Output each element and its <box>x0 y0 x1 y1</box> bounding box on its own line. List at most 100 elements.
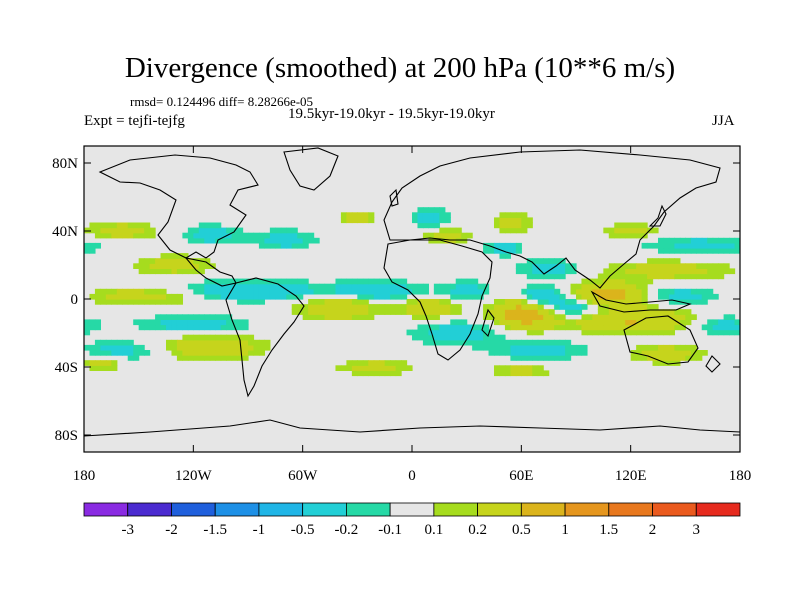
heatmap-cell <box>526 365 533 371</box>
heatmap-cell <box>149 268 156 275</box>
heatmap-cell <box>472 283 479 290</box>
heatmap-cell <box>515 242 522 249</box>
heatmap-cell <box>477 324 484 331</box>
heatmap-cell <box>521 304 528 310</box>
heatmap-cell <box>515 248 522 254</box>
heatmap-cell <box>658 309 665 315</box>
heatmap-cell <box>204 278 211 285</box>
heatmap-cell <box>576 293 583 300</box>
heatmap-cell <box>269 232 276 239</box>
heatmap-cell <box>515 314 522 320</box>
heatmap-cell <box>690 314 697 320</box>
heatmap-cell <box>384 283 391 290</box>
heatmap-cell <box>160 263 167 269</box>
heatmap-cell <box>286 293 293 300</box>
heatmap-cell <box>554 268 561 275</box>
heatmap-cell <box>324 309 331 315</box>
colorbar-label: -1.5 <box>203 522 227 538</box>
heatmap-cell <box>209 293 216 300</box>
heatmap-cell <box>302 242 309 249</box>
heatmap-cell <box>253 339 260 346</box>
heatmap-cell <box>209 222 216 229</box>
heatmap-cell <box>521 212 528 218</box>
heatmap-cell <box>581 329 588 336</box>
heatmap-cell <box>674 263 681 269</box>
heatmap-cell <box>395 365 402 371</box>
heatmap-cell <box>231 344 238 351</box>
heatmap-cell <box>663 350 670 356</box>
heatmap-cell <box>592 293 599 300</box>
heatmap-cell <box>264 339 271 346</box>
heatmap-cell <box>701 237 708 244</box>
heatmap-cell <box>543 309 550 315</box>
heatmap-cell <box>94 232 101 239</box>
heatmap-cell <box>302 304 309 310</box>
heatmap-cell <box>433 304 440 310</box>
heatmap-cell <box>149 319 156 326</box>
heatmap-cell <box>537 319 544 326</box>
heatmap-cell <box>455 339 462 346</box>
heatmap-cell <box>586 293 593 300</box>
heatmap-cell <box>515 365 522 371</box>
heatmap-cell <box>127 299 134 305</box>
heatmap-cell <box>477 339 484 346</box>
heatmap-cell <box>614 227 621 234</box>
coastline-north-america <box>98 154 259 259</box>
heatmap-cell <box>603 278 610 285</box>
heatmap-cell <box>171 293 178 300</box>
y-tick-label: 80N <box>52 156 78 172</box>
heatmap-cell <box>630 329 637 336</box>
heatmap-cell <box>422 304 429 310</box>
heatmap-cell <box>526 273 533 280</box>
heatmap-cell <box>155 293 162 300</box>
heatmap-cell <box>515 227 522 234</box>
heatmap-cell <box>603 268 610 275</box>
heatmap-cell <box>729 268 736 275</box>
heatmap-cell <box>133 319 140 326</box>
heatmap-cell <box>433 212 440 218</box>
heatmap-cell <box>105 339 112 346</box>
heatmap-cell <box>554 273 561 280</box>
heatmap-cell <box>166 293 173 300</box>
heatmap-cell <box>291 309 298 315</box>
heatmap-cell <box>483 334 490 341</box>
heatmap-cell <box>499 334 506 341</box>
heatmap-cell <box>548 263 555 269</box>
heatmap-cell <box>455 227 462 234</box>
heatmap-cell <box>608 314 615 320</box>
colorbar-swatch <box>652 502 697 517</box>
heatmap-cell <box>193 237 200 244</box>
heatmap-cell <box>455 309 462 315</box>
heatmap-cell <box>658 237 665 244</box>
heatmap-cell <box>379 283 386 290</box>
y-tick-label: 80S <box>55 428 78 444</box>
heatmap-cell <box>94 339 101 346</box>
heatmap-cell <box>614 283 621 290</box>
heatmap-cell <box>111 365 118 371</box>
heatmap-cell <box>488 344 495 351</box>
heatmap-cell <box>351 365 358 371</box>
heatmap-cell <box>625 227 632 234</box>
heatmap-cell <box>373 370 380 377</box>
heatmap-cell <box>586 329 593 336</box>
heatmap-cell <box>209 314 216 320</box>
heatmap-cell <box>526 263 533 269</box>
heatmap-cell <box>636 232 643 239</box>
heatmap-cell <box>187 355 194 361</box>
heatmap-cell <box>133 232 140 239</box>
heatmap-cell <box>450 227 457 234</box>
heatmap-cell <box>494 222 501 229</box>
heatmap-cell <box>543 339 550 346</box>
heatmap-cell <box>548 283 555 290</box>
heatmap-cell <box>220 334 227 341</box>
heatmap-cell <box>652 350 659 356</box>
heatmap-cell <box>668 355 675 361</box>
heatmap-cell <box>204 263 211 269</box>
heatmap-cell <box>122 232 129 239</box>
heatmap-cell <box>647 355 654 361</box>
heatmap-cell <box>94 344 101 351</box>
heatmap-cell <box>286 237 293 244</box>
heatmap-cell <box>111 222 118 229</box>
heatmap-cell <box>521 350 528 356</box>
heatmap-cell <box>701 242 708 249</box>
